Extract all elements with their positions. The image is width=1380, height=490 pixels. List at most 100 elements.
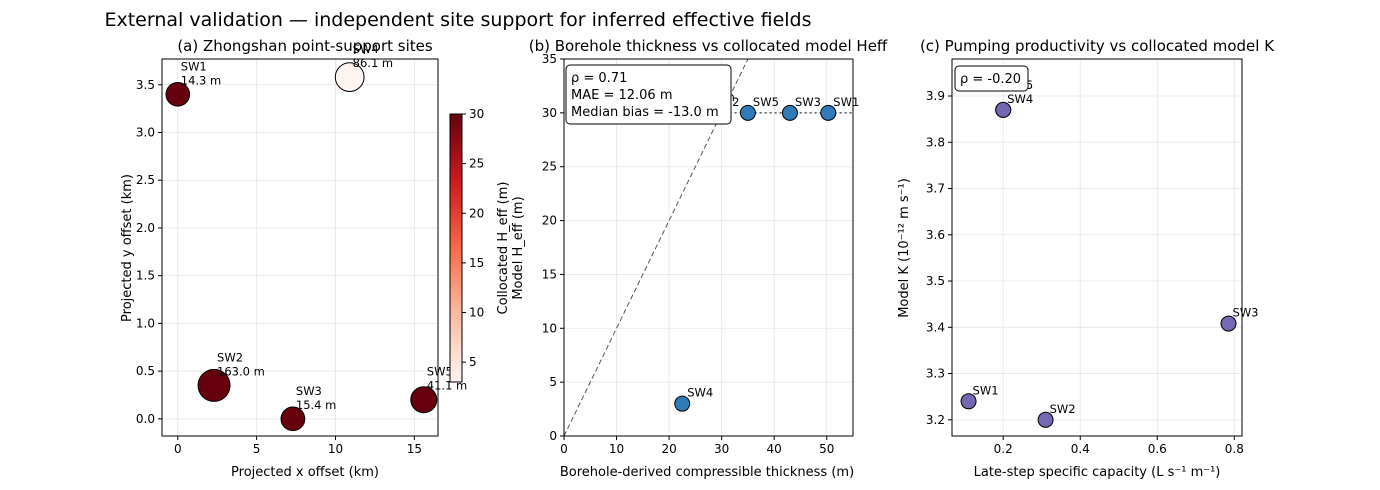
y-tick-label: 3.3 [926, 367, 945, 381]
site-label-sw1: SW1 [181, 59, 207, 73]
panel-a-ylabel: Projected y offset (km) [120, 174, 135, 322]
panel-c-ticks: 0.2 0.4 0.6 0.8 3.2 3.3 3.4 3.5 3.6 3.7 3.8 3.9 [926, 89, 1244, 456]
y-tick-label: 2.5 [136, 173, 155, 187]
point-label-sw3: SW3 [1233, 306, 1259, 320]
site-thickness-sw3: 15.4 m [296, 398, 336, 412]
panel-b-xlabel: Borehole-derived compressible thickness … [560, 465, 854, 480]
panel-c-stats-box: ρ = -0.20 [954, 65, 1029, 92]
point-label-sw2: SW2 [1050, 402, 1076, 416]
panel-b-stat-mae: MAE = 12.06 m [571, 88, 673, 103]
y-tick-label: 1.5 [136, 269, 155, 283]
y-tick-label: 20 [542, 214, 557, 228]
x-tick-label: 10 [328, 442, 343, 456]
point-label-sw4: SW4 [687, 386, 713, 400]
colorbar-tick-label: 5 [469, 355, 477, 369]
point-sw5 [739, 104, 756, 121]
site-marker-sw1 [165, 82, 191, 107]
point-sw2 [1037, 411, 1054, 428]
point-label-sw3: SW3 [795, 95, 821, 109]
y-tick-label: 3.5 [136, 78, 155, 92]
point-label-sw5: SW5 [753, 95, 779, 109]
site-label-sw3: SW3 [296, 384, 322, 398]
y-tick-label: 3.9 [926, 89, 945, 103]
colorbar-tick-label: 30 [469, 107, 484, 121]
panel-c-title: (c) Pumping productivity vs collocated m… [920, 37, 1275, 55]
x-tick-label: 0.6 [1148, 442, 1167, 456]
panel-b: (b) Borehole thickness vs collocated mod… [511, 37, 888, 480]
site-marker-sw2 [197, 368, 231, 402]
y-tick-label: 3.5 [926, 274, 945, 288]
panel-c: (c) Pumping productivity vs collocated m… [897, 37, 1275, 480]
colorbar [449, 113, 463, 383]
y-tick-label: 3.8 [926, 135, 945, 149]
colorbar-tick-label: 25 [469, 157, 484, 171]
figure-title: External validation — independent site s… [104, 9, 811, 31]
point-label-sw4: SW4 [1007, 92, 1033, 106]
colorbar-tick-label: 20 [469, 206, 484, 220]
site-thickness-sw2: 163.0 m [217, 364, 265, 378]
x-tick-label: 0.8 [1225, 442, 1244, 456]
y-tick-label: 3.6 [926, 228, 945, 242]
y-tick-label: 15 [542, 267, 557, 281]
panel-c-frame [951, 58, 1243, 437]
site-label-sw2: SW2 [217, 350, 243, 364]
x-tick-label: 15 [407, 442, 422, 456]
x-tick-label: 0.2 [994, 442, 1013, 456]
x-tick-label: 0.4 [1071, 442, 1090, 456]
point-sw3 [1220, 315, 1237, 332]
panel-b-stat-rho: ρ = 0.71 [571, 71, 627, 86]
x-tick-label: 0 [174, 442, 182, 456]
panel-a-title: (a) Zhongshan point-support sites [177, 37, 433, 55]
site-marker-sw4 [334, 62, 365, 92]
y-tick-label: 30 [542, 106, 557, 120]
panel-b-ylabel: Model H_eff (m) [511, 196, 526, 299]
point-sw1 [820, 104, 837, 121]
colorbar-tick-label: 10 [469, 306, 484, 320]
point-sw4 [674, 395, 691, 412]
site-label-sw4: SW4 [353, 42, 379, 56]
x-tick-label: 10 [609, 442, 624, 456]
panel-b-frame [563, 58, 854, 437]
y-tick-label: 10 [542, 321, 557, 335]
site-thickness-sw4: 86.1 m [353, 56, 393, 70]
colorbar-label-line1: Collocated H_eff (m) [496, 182, 511, 315]
x-tick-label: 50 [819, 442, 834, 456]
panel-c-grid [952, 59, 1242, 436]
site-label-sw5: SW5 [427, 365, 453, 379]
y-tick-label: 3.0 [136, 125, 155, 139]
panel-c-marks: SW1SW2SW3SW4SW5 [960, 78, 1259, 428]
panel-b-stat-bias: Median bias = -13.0 m [571, 105, 719, 120]
colorbar-tick-label: 15 [469, 256, 484, 270]
y-tick-label: 0 [549, 429, 557, 443]
panel-a-xlabel: Projected x offset (km) [231, 465, 379, 480]
point-label-sw1: SW1 [973, 383, 999, 397]
x-tick-label: 40 [767, 442, 782, 456]
y-tick-label: 35 [542, 52, 557, 66]
one-to-one-line [563, 58, 749, 437]
point-label-sw1: SW1 [833, 95, 859, 109]
x-tick-label: 20 [661, 442, 676, 456]
y-tick-label: 3.7 [926, 182, 945, 196]
panel-b-stats-box: ρ = 0.71 MAE = 12.06 m Median bias = -13… [565, 64, 732, 125]
y-tick-label: 2.0 [136, 221, 155, 235]
x-tick-label: 30 [714, 442, 729, 456]
panel-a: (a) Zhongshan point-support sites SW114.… [120, 37, 511, 480]
panel-b-ticks: 0 10 20 30 40 50 0 5 10 15 20 25 30 35 [542, 52, 835, 456]
site-thickness-sw1: 14.3 m [181, 73, 221, 87]
panel-c-stat-rho: ρ = -0.20 [960, 72, 1021, 87]
y-tick-label: 5 [549, 375, 557, 389]
y-tick-label: 3.2 [926, 413, 945, 427]
site-marker-sw5 [410, 386, 438, 414]
y-tick-label: 3.4 [926, 320, 945, 334]
x-tick-label: 0 [560, 442, 568, 456]
y-tick-label: 0.5 [136, 364, 155, 378]
panel-b-title: (b) Borehole thickness vs collocated mod… [529, 37, 888, 55]
x-tick-label: 5 [253, 442, 261, 456]
y-tick-label: 25 [542, 160, 557, 174]
point-sw5 [995, 101, 1012, 118]
colorbar-ticks: 5 10 15 20 25 30 [462, 107, 484, 369]
y-tick-label: 0.0 [136, 412, 155, 426]
panel-c-ylabel: Model K (10⁻¹² m s⁻¹) [897, 178, 912, 318]
